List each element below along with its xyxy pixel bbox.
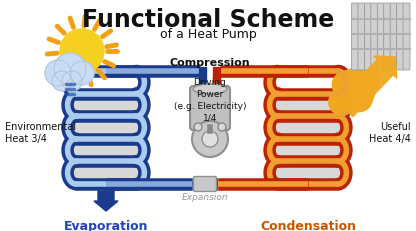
FancyBboxPatch shape xyxy=(193,177,216,192)
FancyBboxPatch shape xyxy=(358,4,365,71)
FancyBboxPatch shape xyxy=(377,4,384,71)
FancyBboxPatch shape xyxy=(371,4,378,71)
FancyArrow shape xyxy=(337,57,397,117)
Ellipse shape xyxy=(193,85,227,94)
FancyBboxPatch shape xyxy=(403,4,410,71)
Circle shape xyxy=(70,62,94,86)
Circle shape xyxy=(54,54,86,86)
Circle shape xyxy=(52,72,72,92)
FancyBboxPatch shape xyxy=(190,87,230,131)
FancyBboxPatch shape xyxy=(364,4,371,71)
FancyBboxPatch shape xyxy=(270,94,346,189)
Circle shape xyxy=(192,122,228,157)
Text: Environmental
Heat 3/4: Environmental Heat 3/4 xyxy=(5,122,76,143)
Circle shape xyxy=(202,131,218,147)
Circle shape xyxy=(194,123,202,131)
Text: Evaporation: Evaporation xyxy=(64,219,148,231)
Text: Useful
Heat 4/4: Useful Heat 4/4 xyxy=(369,122,411,143)
Text: Compression: Compression xyxy=(170,58,250,68)
Text: of a Heat Pump: of a Heat Pump xyxy=(160,28,256,41)
FancyBboxPatch shape xyxy=(390,4,397,71)
Text: Functional Scheme: Functional Scheme xyxy=(82,8,334,32)
Circle shape xyxy=(62,72,82,92)
FancyBboxPatch shape xyxy=(384,4,391,71)
FancyBboxPatch shape xyxy=(396,4,404,71)
Circle shape xyxy=(60,30,104,74)
Circle shape xyxy=(45,61,71,87)
Circle shape xyxy=(218,123,226,131)
Text: Driving
Power
(e.g. Electricity)
1/4: Driving Power (e.g. Electricity) 1/4 xyxy=(174,78,246,122)
FancyArrow shape xyxy=(94,191,118,211)
FancyBboxPatch shape xyxy=(352,4,359,71)
Text: Condensation: Condensation xyxy=(260,219,356,231)
FancyBboxPatch shape xyxy=(68,94,144,189)
Text: Expansion: Expansion xyxy=(182,192,228,201)
